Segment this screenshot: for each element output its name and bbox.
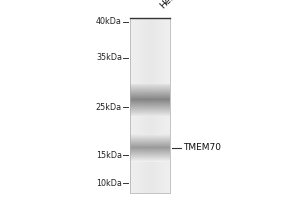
Text: 40kDa: 40kDa [96,18,122,26]
Text: 35kDa: 35kDa [96,53,122,62]
Text: 25kDa: 25kDa [96,102,122,112]
Text: TMEM70: TMEM70 [183,144,221,152]
Text: HeLa: HeLa [158,0,181,10]
Text: 15kDa: 15kDa [96,150,122,160]
Text: 10kDa: 10kDa [96,178,122,188]
Bar [130,18,170,193]
